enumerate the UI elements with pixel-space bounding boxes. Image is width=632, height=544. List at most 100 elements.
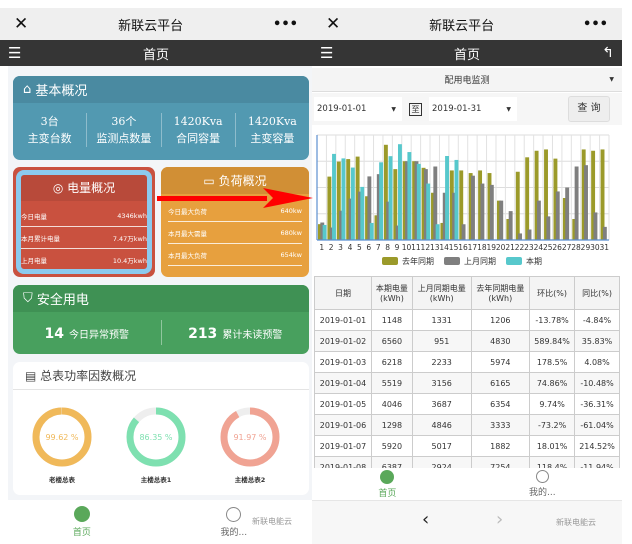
- tab-bar: 首页 我的...: [8, 500, 312, 544]
- table-row: 2019-01-04 5519 3156 6165 74.86% -10.48%: [314, 372, 620, 394]
- nav-title: 首页: [453, 47, 480, 63]
- gauge-value: 86.35 %: [139, 433, 172, 442]
- bar-last-month: [555, 191, 560, 240]
- safety-card[interactable]: ⛉ 安全用电 14 今日异常预警 213 累计未读预警: [13, 285, 309, 354]
- table-cell: 2019-01-03: [314, 351, 372, 373]
- close-icon[interactable]: ✕: [14, 14, 29, 34]
- x-tick-label: 28: [571, 243, 581, 252]
- bar-last-month: [508, 211, 513, 240]
- bar-last-month: [471, 175, 475, 240]
- bar-last-month: [357, 191, 362, 240]
- x-tick-label: 1: [319, 243, 324, 252]
- nav-bar: ☰ 首页: [0, 40, 312, 66]
- table-cell: 214.52%: [574, 435, 620, 457]
- x-tick-label: 19: [486, 243, 496, 252]
- query-button[interactable]: 查 询: [568, 96, 610, 122]
- table-cell: 1298: [370, 414, 413, 436]
- watermark: 新联电能云: [252, 517, 292, 526]
- bar-last-month: [386, 201, 391, 240]
- x-tick-label: 11: [411, 243, 421, 252]
- menu-icon[interactable]: ☰: [320, 44, 334, 62]
- x-tick-label: 12: [421, 243, 431, 252]
- alarm-unread[interactable]: 213 累计未读预警: [188, 326, 283, 342]
- end-date-picker[interactable]: 2019-01-31 ▼: [429, 97, 517, 121]
- table-cell: 74.86%: [529, 372, 576, 394]
- energy-card[interactable]: ◎ 电量概况 今日电量 4346kwh 本月累计电量 7.47万kwh 上月电量 10…: [13, 167, 155, 277]
- menu-icon[interactable]: ☰: [8, 44, 22, 62]
- table-cell: 1882: [470, 435, 531, 457]
- bar-last-month: [320, 222, 325, 240]
- x-tick-label: 13: [430, 243, 440, 252]
- energy-bar-chart: 1 2 3 4 5 6 7 8 9 10 11 12 13 14 15 16 17 18 19 20 21 22 23 24 2…: [316, 134, 610, 266]
- bar-last-month: [527, 229, 532, 240]
- red-arrow-annotation: [157, 188, 313, 208]
- x-tick-label: 20: [496, 243, 506, 252]
- bar-last-year: [534, 150, 539, 240]
- bar-last-year: [449, 170, 454, 240]
- table-cell: 2019-01-04: [314, 372, 372, 394]
- column-header: 上月同期电量 (kWh): [411, 276, 472, 310]
- nav-title: 首页: [142, 47, 169, 63]
- bar-last-year: [496, 200, 501, 240]
- x-tick-label: 24: [534, 243, 544, 252]
- stat-points: 36个 监测点数量: [86, 113, 160, 147]
- tab-mine[interactable]: 我的...: [529, 470, 556, 498]
- energy-value: 4346kwh: [117, 211, 147, 220]
- bar-current: [332, 153, 336, 240]
- bar-last-month: [584, 165, 588, 240]
- x-tick-label: 18: [477, 243, 487, 252]
- table-cell: 118.4%: [529, 456, 576, 468]
- back-icon[interactable]: ‹: [422, 509, 430, 530]
- bar-last-month: [348, 198, 353, 240]
- gauge-value: 99.62 %: [45, 433, 78, 442]
- bar-last-year: [355, 156, 360, 240]
- gauge-arc: [32, 407, 92, 467]
- table-row: 2019-01-07 5920 5017 1882 18.01% 214.52%: [314, 435, 620, 457]
- table-cell: 9.74%: [529, 393, 576, 415]
- load-value: 680kw: [280, 228, 303, 237]
- bar-last-year: [478, 170, 483, 240]
- x-tick-label: 31: [600, 243, 610, 252]
- start-date-picker[interactable]: 2019-01-01 ▼: [314, 97, 402, 121]
- bar-last-year: [591, 150, 596, 240]
- date-row: 2019-01-01 ▼ 至 2019-01-31 ▼ 查 询: [312, 93, 622, 125]
- bar-last-year: [572, 219, 577, 240]
- more-icon[interactable]: •••: [273, 16, 298, 32]
- bar-last-year: [581, 149, 586, 240]
- bar-last-month: [461, 224, 466, 240]
- tab-home[interactable]: 首页: [73, 506, 91, 538]
- bar-last-year: [336, 161, 341, 240]
- back-arrow-icon[interactable]: ↰: [602, 45, 614, 61]
- forward-icon[interactable]: ›: [496, 509, 504, 530]
- table-cell: -73.2%: [529, 414, 576, 436]
- tab-mine[interactable]: 我的...: [221, 506, 247, 538]
- x-tick-label: 16: [458, 243, 468, 252]
- table-cell: 35.83%: [574, 330, 620, 352]
- table-row: 2019-01-08 6387 2924 7254 118.4% -11.94%: [314, 456, 620, 468]
- alarm-today[interactable]: 14 今日异常预警: [44, 326, 130, 342]
- table-cell: 6560: [370, 330, 413, 352]
- tab-bar-right: 首页 我的...: [312, 468, 622, 500]
- dropdown-icon: ▼: [609, 76, 614, 83]
- table-cell: -61.04%: [574, 414, 620, 436]
- close-icon[interactable]: ✕: [326, 14, 341, 34]
- table-cell: 7254: [470, 456, 531, 468]
- bar-last-year: [515, 171, 520, 240]
- load-card[interactable]: ▭ 负荷概况 今日最大负荷 640kw 本月最大需量 680kw 本月最大负荷 654…: [161, 167, 309, 277]
- x-tick-label: 3: [338, 243, 343, 252]
- bar-current: [397, 144, 402, 240]
- bar-last-month: [593, 212, 598, 240]
- tab-home[interactable]: 首页: [378, 469, 396, 499]
- x-tick-label: 22: [515, 243, 525, 252]
- bar-last-year: [525, 157, 530, 240]
- table-cell: 2019-01-02: [314, 330, 372, 352]
- table-cell: 2019-01-06: [314, 414, 372, 436]
- basic-card[interactable]: ⌂ 基本概况 3台 主变台数 36个 监测点数量 1420Kva 合同容量 1420K…: [13, 76, 309, 160]
- bar-current: [341, 158, 346, 240]
- shield-icon: ⛉: [23, 291, 37, 306]
- bar-last-year: [374, 215, 379, 240]
- home-icon: ⌂: [23, 82, 36, 97]
- monitor-select[interactable]: 配用电监测 ▼: [312, 68, 622, 92]
- list-icon: ▤: [25, 368, 41, 383]
- more-icon[interactable]: •••: [583, 16, 608, 32]
